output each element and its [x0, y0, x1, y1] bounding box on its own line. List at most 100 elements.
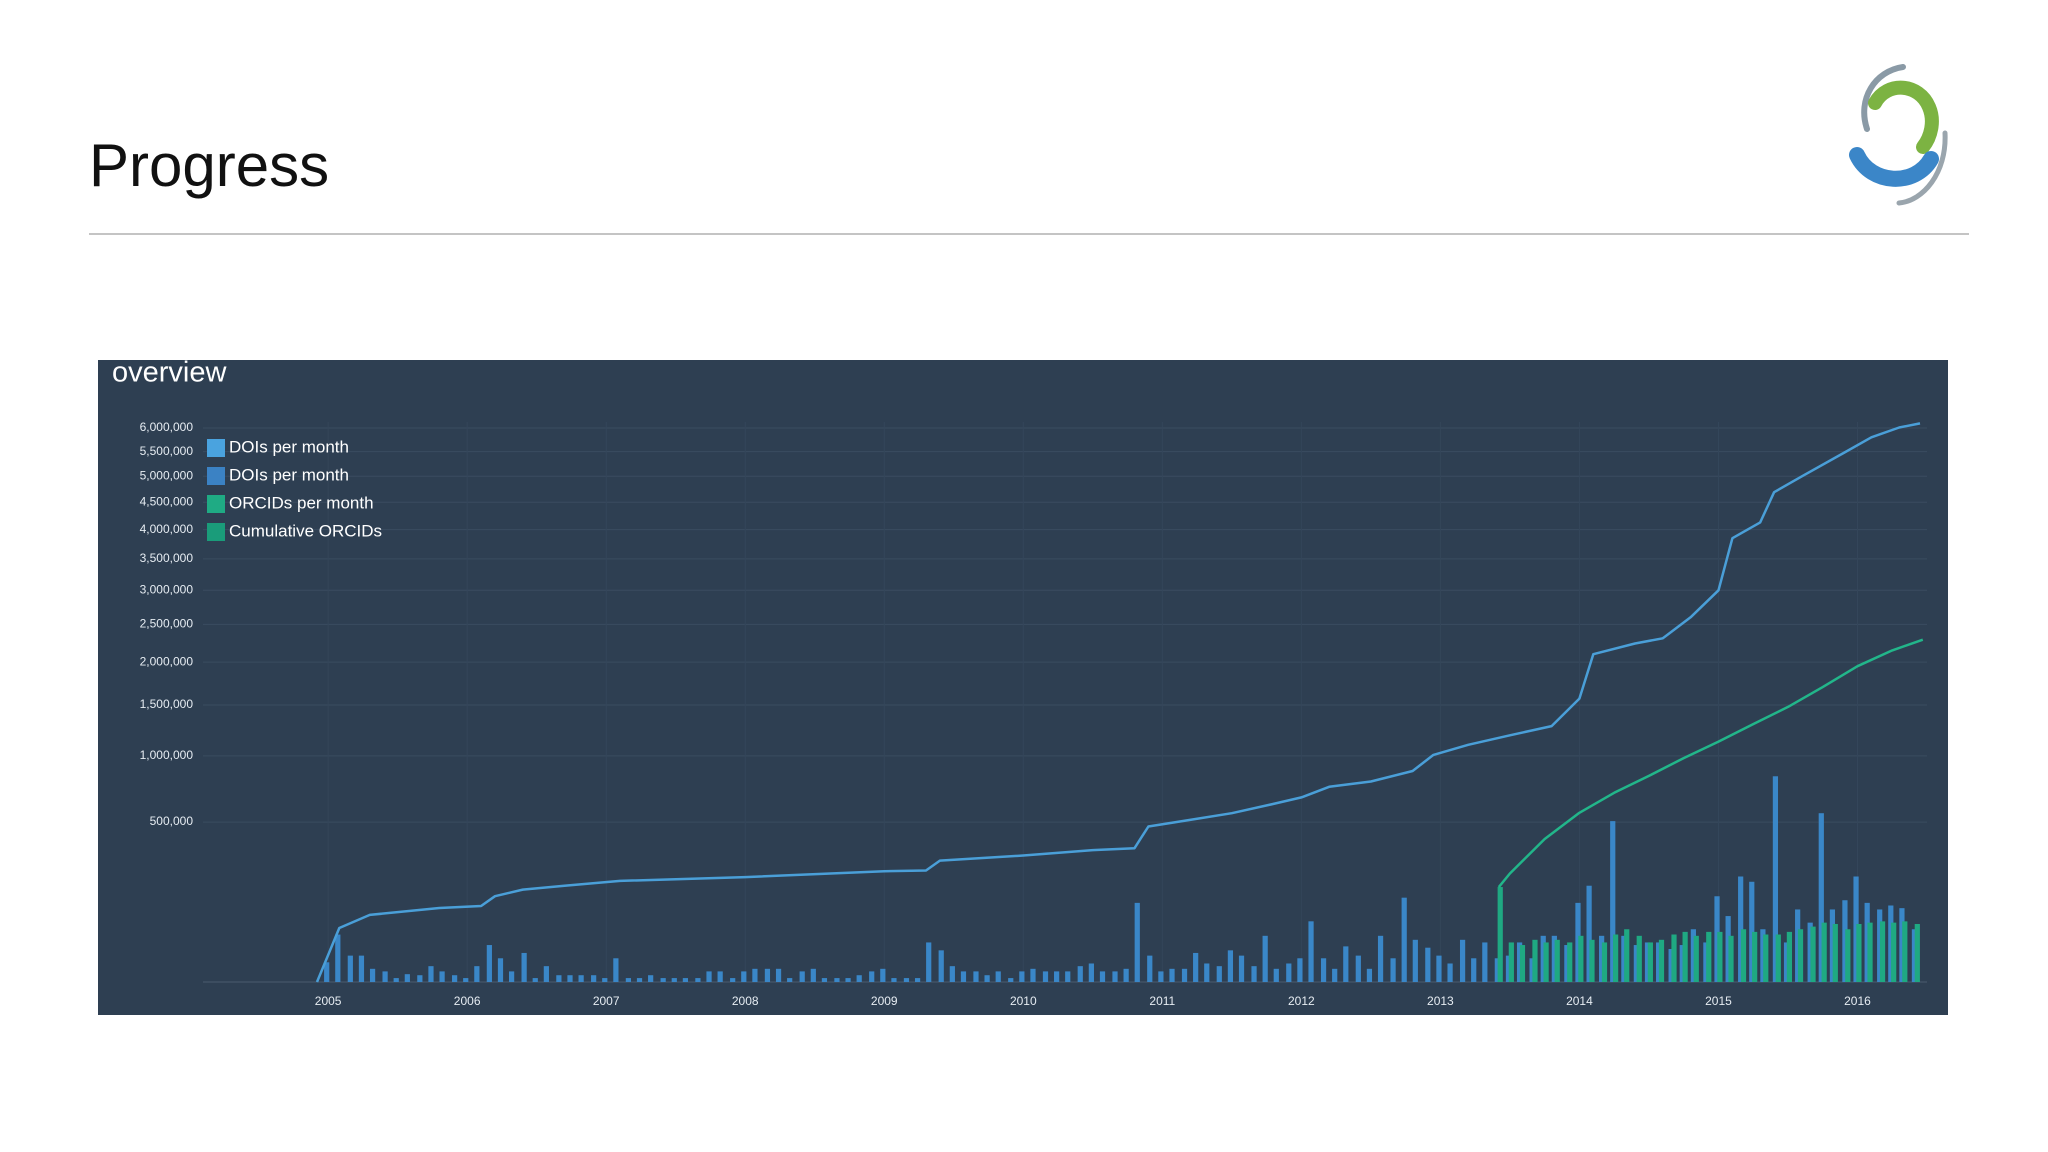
bar: [984, 975, 990, 982]
bar: [856, 975, 862, 982]
bar: [1564, 945, 1570, 982]
bar: [1717, 931, 1723, 982]
bar: [648, 975, 654, 982]
bar: [821, 978, 828, 982]
bar: [1123, 968, 1129, 982]
bar: [1567, 942, 1573, 982]
bar: [335, 934, 341, 982]
bar: [1610, 821, 1616, 982]
bar: [1320, 958, 1327, 982]
x-tick-label: 2015: [1705, 994, 1732, 1008]
y-tick-label: 3,500,000: [140, 551, 194, 565]
bar: [1601, 942, 1608, 982]
bar: [1586, 885, 1592, 982]
bar: [1647, 942, 1653, 982]
bar: [1204, 963, 1210, 982]
bar: [1054, 971, 1060, 982]
bar: [660, 978, 666, 982]
bar: [1763, 934, 1769, 982]
slide-title: Progress: [89, 132, 329, 199]
bar: [1783, 942, 1790, 982]
bar: [1810, 926, 1816, 982]
bar: [1251, 966, 1257, 982]
bar: [556, 975, 562, 982]
bar: [1703, 942, 1709, 982]
bar: [1519, 945, 1526, 982]
bar: [938, 950, 944, 982]
bar: [1682, 931, 1688, 982]
bar: [880, 968, 886, 982]
bar: [741, 971, 747, 982]
bar: [1752, 931, 1758, 982]
logo: [1849, 64, 1948, 206]
bar: [1238, 955, 1245, 982]
bar: [1621, 935, 1627, 982]
bar: [1845, 929, 1851, 982]
bar: [1891, 922, 1897, 982]
bar: [869, 971, 875, 982]
bar: [417, 975, 423, 982]
bar: [1829, 909, 1836, 982]
bar: [1377, 935, 1384, 982]
bar: [973, 971, 979, 982]
bar: [1749, 881, 1755, 982]
bar: [1297, 958, 1303, 982]
y-tick-label: 2,000,000: [140, 654, 194, 668]
bar: [1412, 939, 1418, 982]
bar: [1679, 945, 1685, 982]
legend-label: DOIs per month: [229, 465, 349, 484]
bar: [1656, 942, 1662, 982]
x-tick-label: 2006: [454, 994, 481, 1008]
y-tick-label: 3,000,000: [140, 582, 194, 596]
bar: [1772, 776, 1779, 982]
bar: [787, 978, 793, 982]
bar: [1543, 942, 1549, 982]
bar: [1134, 902, 1140, 982]
bar: [358, 955, 365, 982]
bar: [591, 975, 597, 982]
legend-label: Cumulative ORCIDs: [229, 521, 382, 540]
bar: [752, 968, 758, 982]
bar: [960, 971, 967, 982]
bar: [578, 975, 584, 982]
x-tick-label: 2016: [1844, 994, 1871, 1008]
bar: [324, 962, 330, 982]
bar: [636, 978, 643, 982]
bar: [1671, 934, 1677, 982]
legend-swatch: [207, 439, 225, 457]
y-tick-label: 4,000,000: [140, 522, 194, 536]
bar: [382, 971, 388, 982]
bar: [682, 978, 689, 982]
bar: [1888, 905, 1894, 982]
bar: [1471, 958, 1477, 982]
bar: [567, 975, 573, 982]
bar: [474, 966, 480, 982]
x-tick-label: 2011: [1149, 994, 1175, 1008]
bar: [891, 978, 897, 982]
bar: [1795, 909, 1801, 982]
bar: [1077, 966, 1083, 982]
bar: [764, 968, 771, 982]
bar: [451, 975, 458, 982]
bar: [1088, 963, 1094, 982]
bar: [1147, 955, 1153, 982]
bar: [1112, 971, 1118, 982]
bar: [1532, 939, 1538, 982]
bar: [1658, 939, 1665, 982]
bar: [1169, 968, 1175, 982]
line: [315, 422, 1921, 983]
bar: [1877, 909, 1883, 982]
bar: [1516, 942, 1523, 982]
bar: [1911, 929, 1918, 982]
bar: [834, 978, 840, 982]
bar: [602, 978, 608, 982]
bar: [1599, 935, 1605, 982]
bar: [1401, 897, 1407, 982]
y-tick-label: 2,500,000: [140, 617, 194, 631]
bar: [1842, 900, 1848, 982]
y-tick-label: 5,500,000: [140, 444, 194, 458]
bar: [463, 978, 469, 982]
bar: [625, 978, 632, 982]
bar: [1797, 929, 1804, 982]
bar: [1425, 947, 1431, 982]
